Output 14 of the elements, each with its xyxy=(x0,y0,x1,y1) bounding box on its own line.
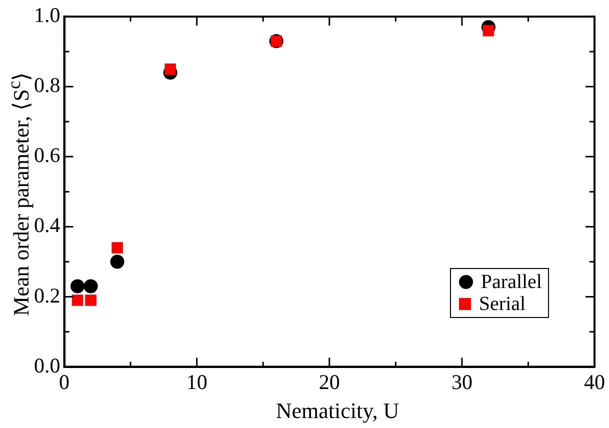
x-tick-label: 40 xyxy=(584,370,605,394)
y-tick-label: 0.2 xyxy=(34,283,60,308)
y-tick-label: 0.6 xyxy=(34,143,60,168)
y-tick-label: 0.8 xyxy=(34,73,60,98)
legend-label: Serial xyxy=(478,293,526,315)
text: 1.0 xyxy=(34,3,60,28)
text: 0.0 xyxy=(34,353,60,378)
x-tick-label: 10 xyxy=(186,370,208,394)
x-tick-label: 20 xyxy=(318,370,340,394)
x-axis-title: Nematicity, U xyxy=(274,398,400,424)
y-tick-label: 0.4 xyxy=(34,213,61,238)
x-tick-label: 30 xyxy=(451,370,472,394)
x-tick-label: 0 xyxy=(59,370,70,394)
legend-label: Parallel xyxy=(480,271,542,293)
